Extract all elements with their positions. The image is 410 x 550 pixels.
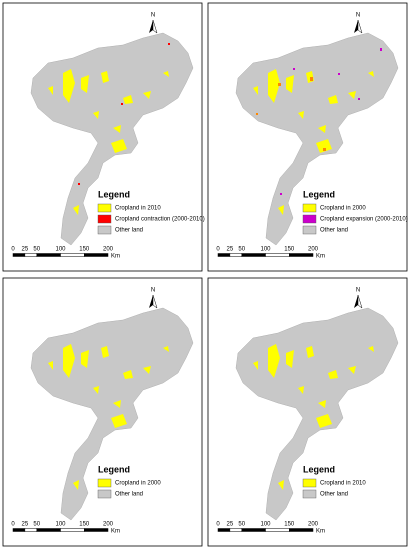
- north-arrow: [152, 294, 158, 309]
- scale-label: 0: [216, 247, 220, 253]
- map-panel: N Legend Cropland in 2000 Cropland expansio…: [207, 2, 408, 272]
- scale-segment: [12, 253, 26, 257]
- scale-label: 0: [216, 522, 220, 528]
- scale-segment: [12, 528, 26, 532]
- scale-segment: [36, 528, 61, 532]
- scale-unit: Km: [316, 254, 325, 260]
- scale-segment: [60, 253, 85, 257]
- scale-segment: [265, 528, 290, 532]
- legend-swatch: [302, 489, 317, 499]
- scale-segment: [60, 528, 85, 532]
- legend-swatch: [97, 489, 112, 499]
- scale-label: 25: [22, 522, 29, 528]
- legend-label: Other land: [320, 492, 348, 498]
- north-arrow: [354, 295, 358, 308]
- north-label: N: [356, 288, 360, 294]
- north-label: N: [151, 13, 155, 19]
- legend-label: Cropland in 2010: [115, 206, 161, 212]
- scale-label: 50: [238, 522, 245, 528]
- legend-label: Other land: [115, 228, 143, 234]
- legend-label: Cropland in 2000: [320, 206, 366, 212]
- legend-title: Legend: [303, 189, 335, 199]
- legend-swatch: [302, 203, 317, 213]
- scale-label: 50: [33, 522, 40, 528]
- scale-unit: Km: [111, 254, 120, 260]
- north-arrow: [354, 20, 358, 33]
- legend-label: Other land: [320, 228, 348, 234]
- scale-label: 200: [103, 522, 114, 528]
- legend-swatch: [302, 214, 317, 224]
- scale-unit: Km: [316, 529, 325, 535]
- scale-segment: [265, 253, 290, 257]
- scale-label: 200: [103, 247, 114, 253]
- north-arrow: [152, 19, 158, 34]
- legend-label: Cropland in 2010: [320, 481, 366, 487]
- scale-segment: [289, 528, 314, 532]
- scale-label: 25: [227, 522, 234, 528]
- scale-label: 150: [79, 522, 90, 528]
- legend-title: Legend: [98, 464, 130, 474]
- scale-label: 100: [260, 522, 271, 528]
- legend-title: Legend: [98, 189, 130, 199]
- scale-label: 25: [227, 247, 234, 253]
- map-panel: N Legend Cropland in 2010 Other land 0 25 50 10…: [207, 277, 408, 547]
- scale-segment: [36, 253, 61, 257]
- scale-segment: [241, 253, 266, 257]
- scale-label: 0: [11, 247, 15, 253]
- north-label: N: [356, 13, 360, 19]
- scale-segment: [84, 253, 109, 257]
- scale-segment: [84, 528, 109, 532]
- scale-label: 100: [55, 247, 66, 253]
- north-label: N: [151, 288, 155, 294]
- scale-label: 200: [308, 247, 319, 253]
- north-arrow: [357, 294, 363, 309]
- scale-label: 150: [79, 247, 90, 253]
- scale-unit: Km: [111, 529, 120, 535]
- scale-label: 0: [11, 522, 15, 528]
- scale-label: 150: [284, 522, 295, 528]
- legend-swatch: [97, 203, 112, 213]
- legend-swatch: [97, 478, 112, 488]
- map-panel: N Legend Cropland in 2010 Cropland contract…: [2, 2, 205, 272]
- legend-label: Cropland contraction (2000-2010): [115, 217, 205, 223]
- legend-title: Legend: [303, 464, 335, 474]
- scale-segment: [289, 253, 314, 257]
- scale-segment: [217, 253, 231, 257]
- legend-swatch: [97, 225, 112, 235]
- map-panel: N Legend Cropland in 2000 Other land 0 25 50 10…: [2, 277, 203, 547]
- scale-label: 150: [284, 247, 295, 253]
- legend-label: Cropland in 2000: [115, 481, 161, 487]
- legend-swatch: [302, 478, 317, 488]
- north-arrow: [357, 19, 363, 34]
- scale-segment: [229, 253, 242, 257]
- scale-segment: [24, 528, 37, 532]
- legend-label: Cropland expansion (2000-2010): [320, 217, 408, 223]
- scale-label: 25: [22, 247, 29, 253]
- scale-segment: [24, 253, 37, 257]
- scale-label: 100: [55, 522, 66, 528]
- scale-label: 100: [260, 247, 271, 253]
- legend-swatch: [302, 225, 317, 235]
- scale-label: 50: [33, 247, 40, 253]
- legend-label: Other land: [115, 492, 143, 498]
- legend-swatch: [97, 214, 112, 224]
- north-arrow: [149, 20, 153, 33]
- north-arrow: [149, 295, 153, 308]
- scale-segment: [229, 528, 242, 532]
- scale-segment: [217, 528, 231, 532]
- scale-segment: [241, 528, 266, 532]
- scale-label: 200: [308, 522, 319, 528]
- scale-label: 50: [238, 247, 245, 253]
